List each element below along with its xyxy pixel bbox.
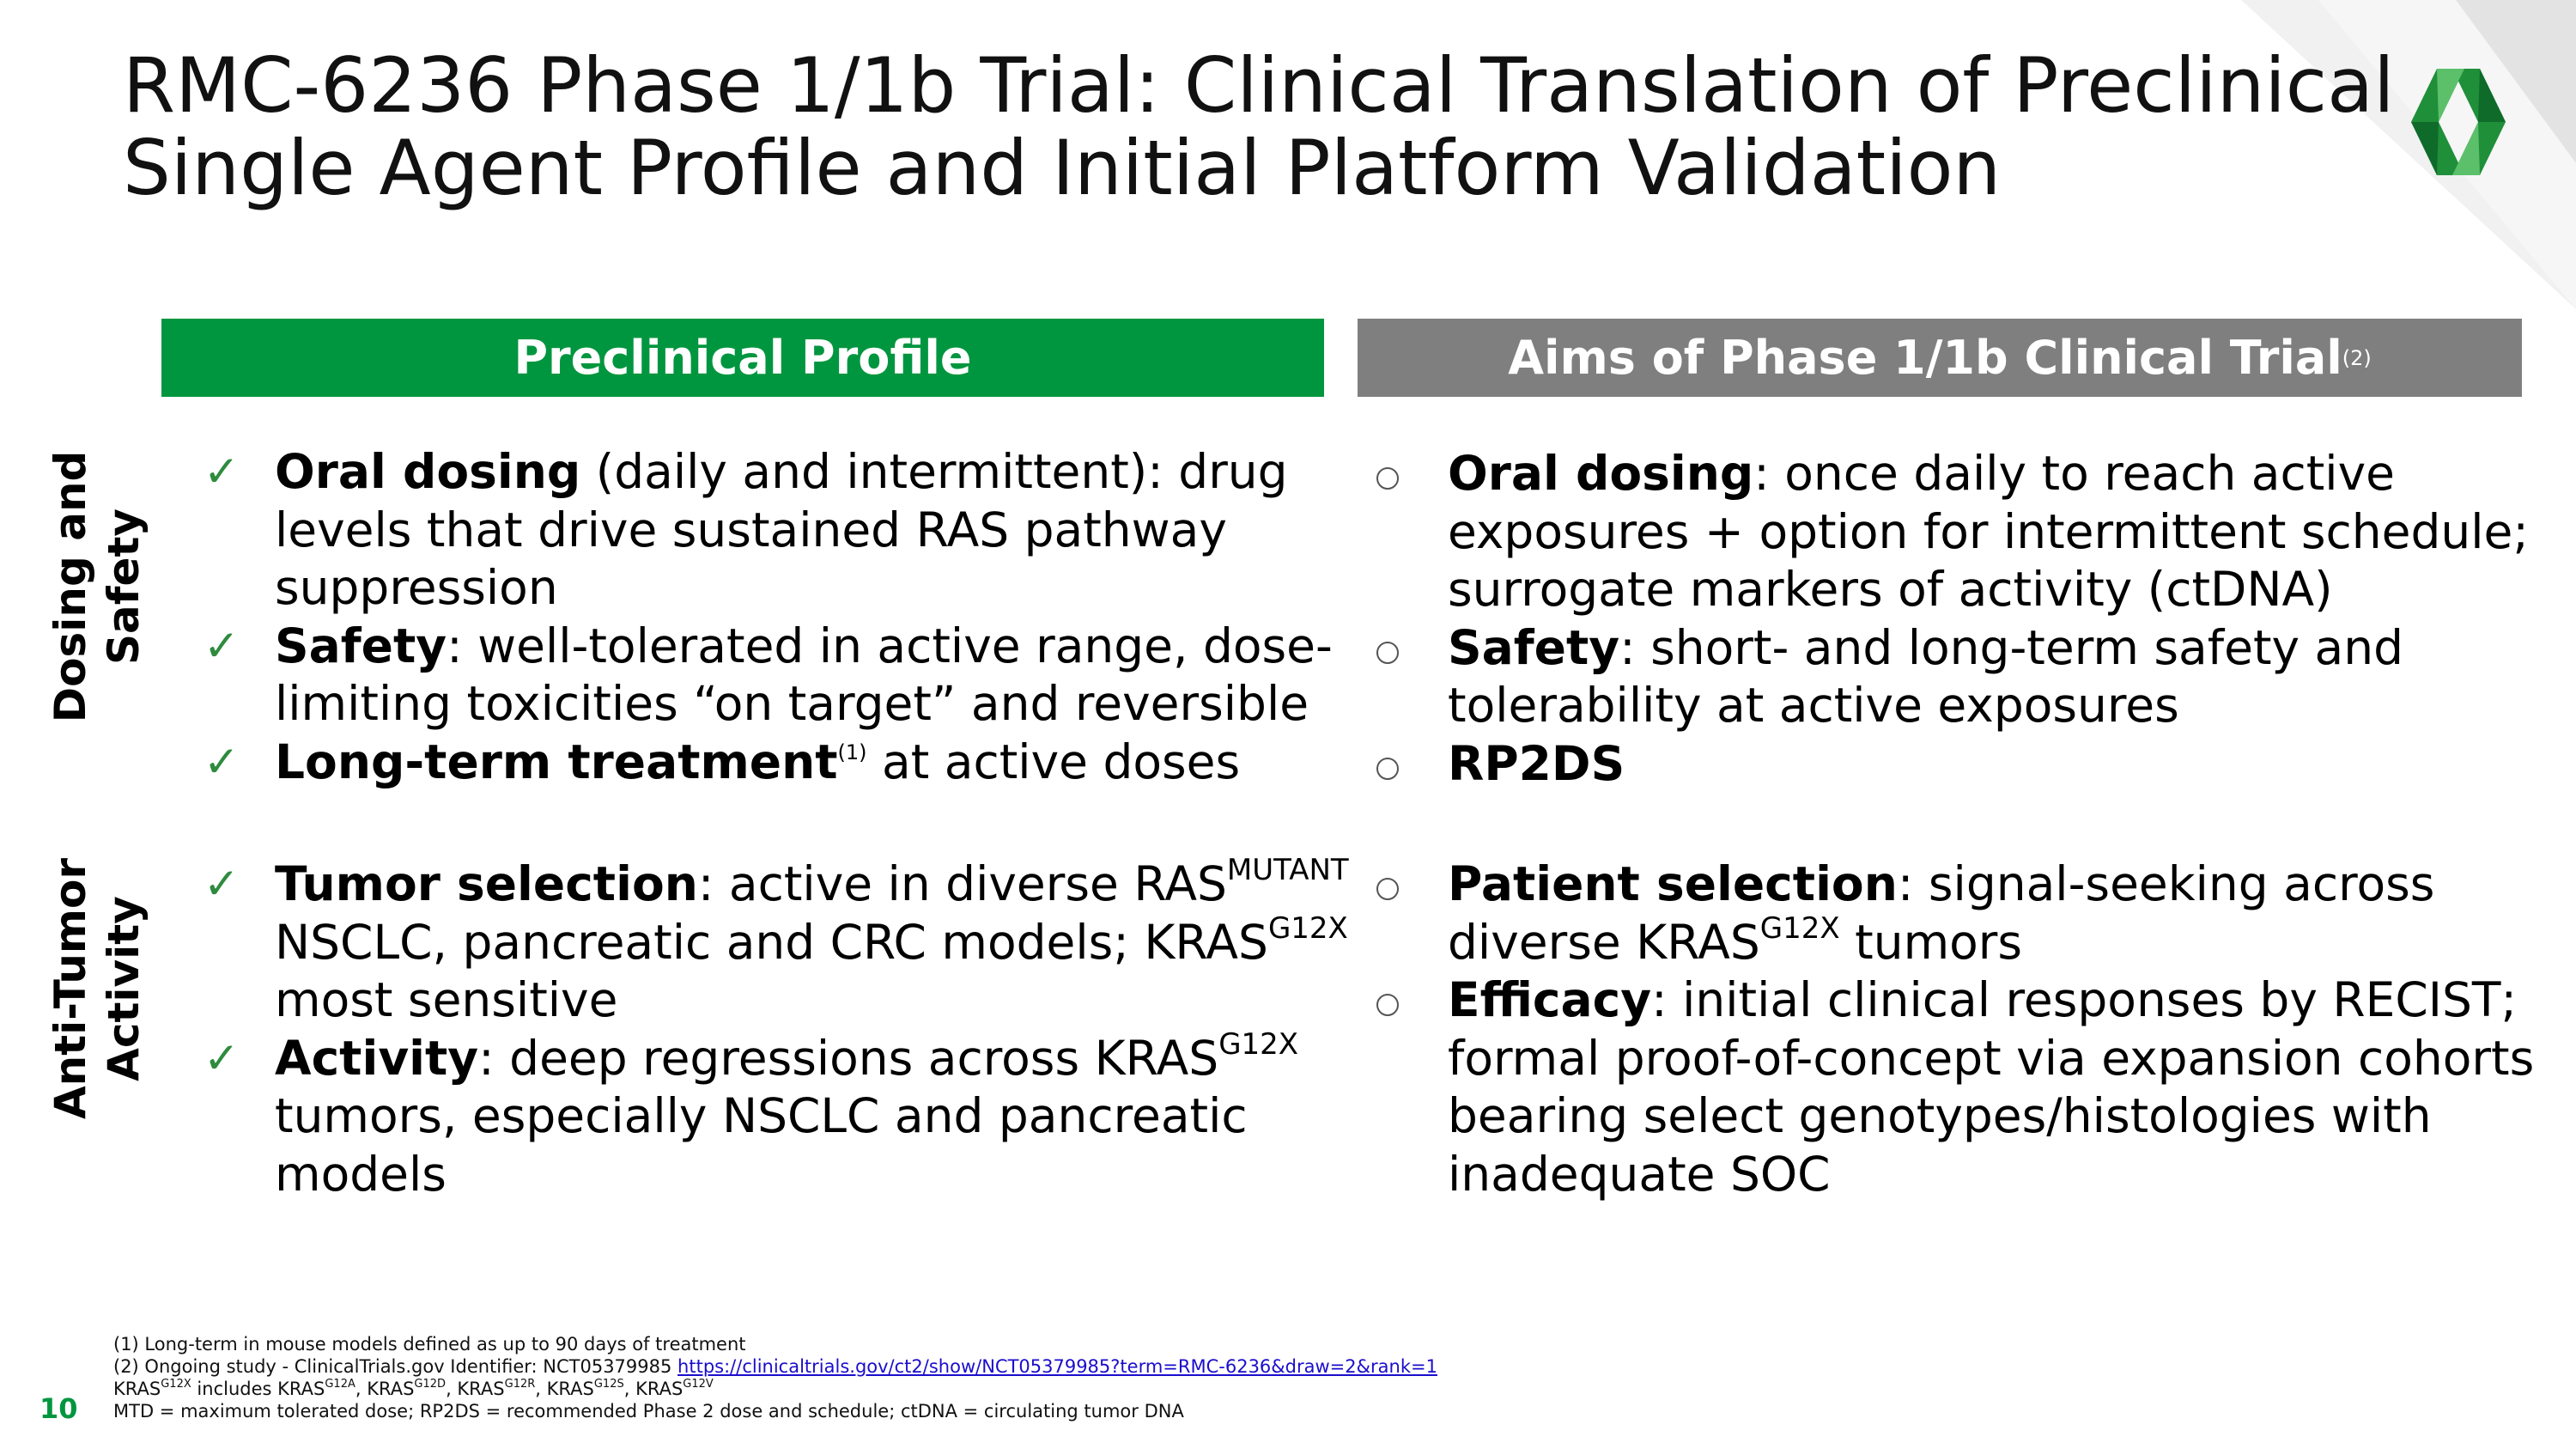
hollow-bullet-icon (1376, 641, 1399, 664)
checkmark-icon: ✓ (204, 620, 240, 671)
hollow-bullet-icon (1376, 467, 1399, 490)
page-title: RMC-6236 Phase 1/1b Trial: Clinical Tran… (123, 41, 2395, 212)
footnote-3: KRASG12X includes KRASG12A, KRASG12D, KR… (113, 1378, 714, 1399)
list-item: Safety: short- and long-term safety and … (1376, 619, 2561, 735)
list-item: ✓ Oral dosing (daily and intermittent): … (204, 444, 1288, 615)
list-item: ✓ Activity: deep regressions across KRAS… (204, 1026, 1299, 1202)
row-label-activity-line1: Anti-Tumor (46, 857, 95, 1120)
list-item: ✓ Tumor selection: active in diverse RAS… (204, 853, 1349, 1027)
row-label-dosing-line1: Dosing and (46, 450, 95, 723)
preclinical-profile-label: Preclinical Profile (513, 331, 972, 385)
footnote-ref: (1) (837, 740, 867, 764)
revolution-medicines-logo-icon (2411, 69, 2506, 175)
aims-activity-list: Patient selection: signal-seeking across… (1376, 855, 2561, 1203)
title-line-1: RMC-6236 Phase 1/1b Trial: Clinical Tran… (123, 41, 2395, 130)
footnote-2: (2) Ongoing study - ClinicalTrials.gov I… (113, 1356, 1437, 1377)
aims-header-footnote: (2) (2342, 345, 2372, 370)
checkmark-icon: ✓ (204, 859, 240, 909)
row-label-dosing-safety: Dosing and Safety (44, 415, 150, 758)
title-line-2: Single Agent Profile and Initial Platfor… (123, 124, 2002, 212)
list-item: Efficacy: initial clinical responses by … (1376, 971, 2561, 1203)
hollow-bullet-icon (1376, 878, 1399, 900)
aims-header-label: Aims of Phase 1/1b Clinical Trial (1508, 331, 2342, 385)
aims-header: Aims of Phase 1/1b Clinical Trial (2) (1358, 319, 2522, 397)
list-item: RP2DS (1376, 735, 2561, 794)
checkmark-icon: ✓ (204, 736, 240, 787)
list-item: ✓ Safety: well-tolerated in active range… (204, 618, 1333, 732)
footnote-4: MTD = maximum tolerated dose; RP2DS = re… (113, 1401, 1184, 1422)
clinicaltrials-link[interactable]: https://clinicaltrials.gov/ct2/show/NCT0… (677, 1356, 1437, 1377)
checkmark-icon: ✓ (204, 447, 240, 496)
preclinical-activity-list: ✓ Tumor selection: active in diverse RAS… (204, 853, 1349, 1203)
list-item: Patient selection: signal-seeking across… (1376, 855, 2561, 971)
aims-dosing-list: Oral dosing: once daily to reach active … (1376, 445, 2561, 793)
list-item: Oral dosing: once daily to reach active … (1376, 445, 2561, 619)
hollow-bullet-icon (1376, 757, 1399, 780)
list-item: ✓ Long-term treatment(1) at active doses (204, 734, 1320, 792)
row-label-dosing-line2: Safety (99, 508, 149, 665)
row-label-activity-line2: Activity (99, 896, 149, 1081)
footnote-1: (1) Long-term in mouse models defined as… (113, 1334, 746, 1355)
preclinical-profile-header: Preclinical Profile (161, 319, 1324, 397)
preclinical-dosing-list: ✓ Oral dosing (daily and intermittent): … (204, 443, 1333, 792)
checkmark-icon: ✓ (204, 1032, 240, 1083)
page-number: 10 (39, 1392, 78, 1425)
row-label-anti-tumor-activity: Anti-Tumor Activity (44, 817, 150, 1160)
hollow-bullet-icon (1376, 994, 1399, 1016)
